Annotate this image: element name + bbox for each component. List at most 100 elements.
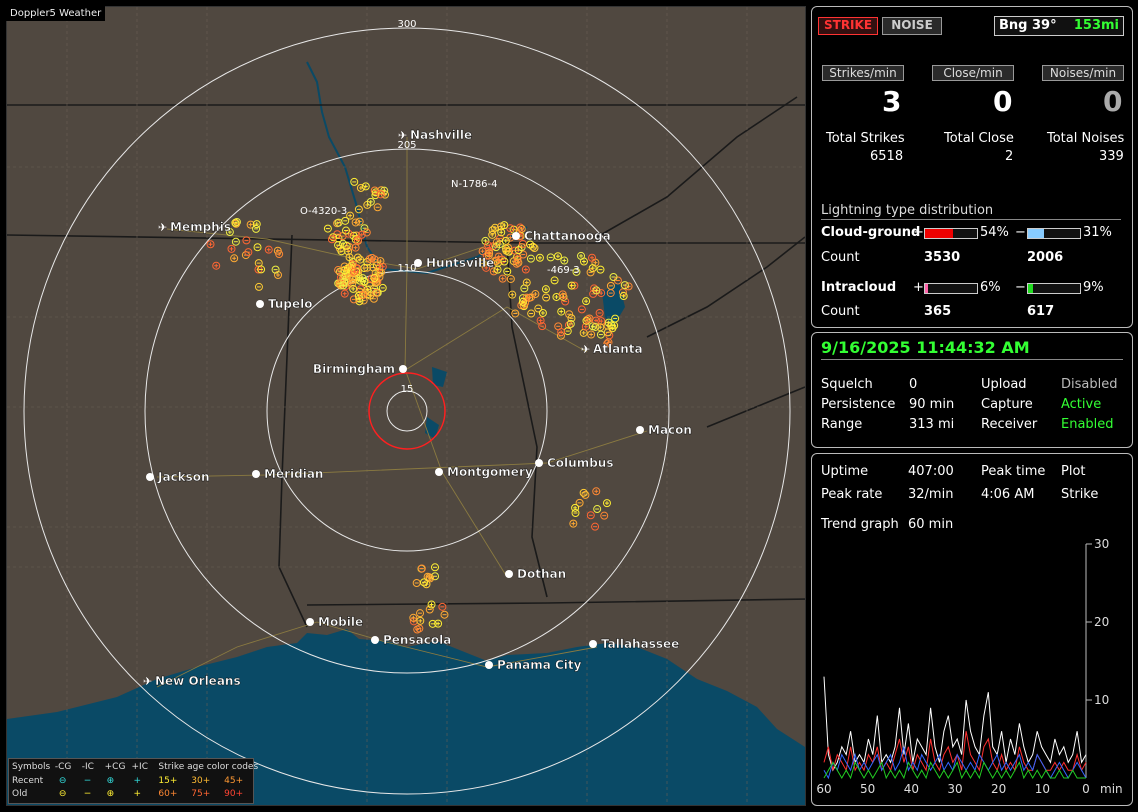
cg-minus-count: 2006 xyxy=(1027,250,1064,265)
strike-marker-icon xyxy=(500,221,509,230)
strike-marker-icon xyxy=(358,274,367,283)
strike-marker-icon xyxy=(351,218,360,227)
strike-marker-icon xyxy=(375,273,384,282)
total-close-label: Total Close xyxy=(944,131,1014,146)
strike-marker-icon xyxy=(252,220,261,229)
strike-marker-icon xyxy=(492,243,501,252)
trend-x-unit: min xyxy=(1100,782,1123,796)
strike-marker-icon xyxy=(593,505,602,514)
legend-age-15: 15+ xyxy=(158,776,178,786)
city-marker: ✈ Memphis xyxy=(158,220,231,234)
strike-marker-icon xyxy=(575,498,584,507)
strike-marker-icon xyxy=(372,288,381,297)
city-label: Huntsville xyxy=(426,256,494,270)
city-label: Memphis xyxy=(170,220,231,234)
strike-marker-icon xyxy=(378,283,387,292)
noise-button[interactable]: NOISE xyxy=(882,17,942,35)
trend-graph-value[interactable]: 60 min xyxy=(908,517,954,532)
strike-marker-icon xyxy=(564,321,573,330)
city-label: Nashville xyxy=(410,128,472,142)
trend-x-tick-label: 60 xyxy=(816,782,831,796)
strike-marker-icon xyxy=(227,244,236,253)
strike-marker-icon xyxy=(620,281,629,290)
plot-value[interactable]: Strike xyxy=(1061,487,1099,502)
strike-marker-icon xyxy=(506,224,515,233)
cg-plus-sign: + xyxy=(913,225,924,240)
strike-marker-icon xyxy=(531,290,540,299)
range-label: Range xyxy=(821,417,863,432)
strike-marker-icon xyxy=(485,249,494,258)
strike-marker-icon xyxy=(518,297,527,306)
strike-marker-icon xyxy=(355,217,364,226)
city-label: Meridian xyxy=(264,467,323,481)
squelch-value: 0 xyxy=(909,377,918,392)
strike-marker-icon xyxy=(252,224,261,233)
strike-marker-icon xyxy=(375,263,384,272)
strike-marker-icon xyxy=(350,267,359,276)
strike-marker-icon xyxy=(246,220,255,229)
legend-old-ic-minus-icon: − xyxy=(83,789,92,799)
city-dot-icon xyxy=(256,300,264,308)
strike-marker-icon xyxy=(334,218,343,227)
lightning-map[interactable]: 300 205 110 15 O-4320-3 N-1786-4 -469-3 … xyxy=(6,6,806,806)
strike-marker-icon xyxy=(557,327,566,336)
city-marker: Chattanooga xyxy=(512,229,611,243)
strike-marker-icon xyxy=(557,307,566,316)
persistence-value: 90 min xyxy=(909,397,955,412)
strike-marker-icon xyxy=(512,259,521,268)
city-dot-icon xyxy=(589,640,597,648)
strike-marker-icon xyxy=(604,338,613,347)
tennessee-river xyxy=(306,61,528,275)
strike-marker-icon xyxy=(438,602,447,611)
ic-plus-bar xyxy=(924,283,978,294)
city-marker: ✈ Atlanta xyxy=(581,342,643,356)
legend-age-30: 30+ xyxy=(191,776,211,786)
cg-plus-bar-fill xyxy=(925,229,954,238)
strike-marker-icon xyxy=(334,241,343,250)
ic-minus-bar-fill xyxy=(1028,284,1033,293)
strike-marker-icon xyxy=(586,268,595,277)
city-dot-icon xyxy=(399,365,407,373)
strike-marker-icon xyxy=(428,619,437,628)
ring-label-300: 300 xyxy=(397,19,416,30)
city-dot-icon xyxy=(535,459,543,467)
strike-marker-icon xyxy=(423,572,432,581)
strike-marker-icon xyxy=(522,278,531,287)
city-marker: ✈ New Orleans xyxy=(143,674,241,688)
strike-marker-icon xyxy=(503,267,512,276)
ring-label-15: 15 xyxy=(401,384,414,395)
strike-marker-icon xyxy=(526,240,535,249)
strike-marker-icon xyxy=(538,322,547,331)
strike-marker-icon xyxy=(528,242,537,251)
strike-marker-icon xyxy=(409,613,418,622)
receiver-value: Enabled xyxy=(1061,417,1114,432)
strike-button[interactable]: STRIKE xyxy=(818,17,878,35)
strike-marker-icon xyxy=(501,236,510,245)
legend-old-cg-minus-icon: ⊖ xyxy=(58,789,67,799)
trend-series-line xyxy=(823,761,1086,780)
strike-marker-icon xyxy=(206,240,215,249)
close-per-min-label[interactable]: Close/min xyxy=(932,65,1014,81)
strike-marker-icon xyxy=(349,284,358,293)
trend-x-tick-label: 0 xyxy=(1082,782,1090,796)
trend-series-line xyxy=(823,746,1087,780)
intracloud-label: Intracloud xyxy=(821,280,897,295)
ring-label-110: 110 xyxy=(397,263,416,274)
strike-marker-icon xyxy=(558,290,567,299)
distribution-title: Lightning type distribution xyxy=(821,203,994,218)
noises-per-min-label[interactable]: Noises/min xyxy=(1042,65,1124,81)
strike-stats-panel: STRIKE NOISE Bng 39° 153mi Strikes/min C… xyxy=(811,6,1133,328)
strike-marker-icon xyxy=(342,226,351,235)
map-canvas[interactable]: 300 205 110 15 O-4320-3 N-1786-4 -469-3 … xyxy=(7,7,805,805)
strike-marker-icon xyxy=(484,241,493,250)
close-per-min-value: 0 xyxy=(993,85,1013,118)
city-label: Tupelo xyxy=(268,297,313,311)
city-marker: Pensacola xyxy=(371,633,451,647)
strike-marker-icon xyxy=(351,243,360,252)
strike-marker-icon xyxy=(541,285,550,294)
strikes-per-min-label[interactable]: Strikes/min xyxy=(822,65,904,81)
city-label: Pensacola xyxy=(383,633,451,647)
strike-marker-icon xyxy=(339,281,348,290)
city-dot-icon xyxy=(414,259,422,267)
ic-minus-count: 617 xyxy=(1027,304,1055,319)
